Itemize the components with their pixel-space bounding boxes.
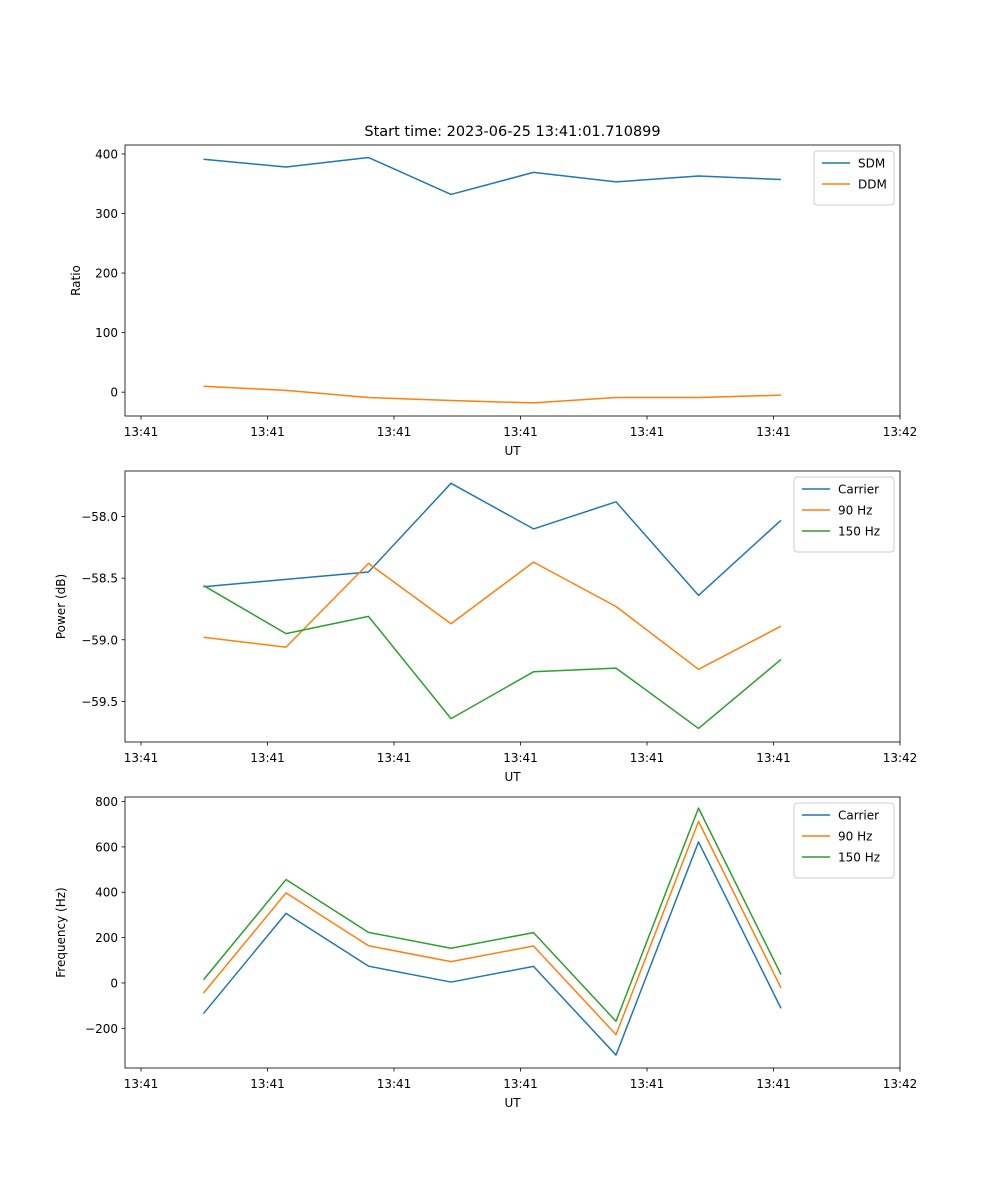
series-line-carrier [202,841,782,1056]
y-tick-label: 400 [95,886,118,900]
chart-panel-1: 0 100 200 300 400 13:41 13:41 13:41 13:41 13:41 13… [69,144,918,458]
y-tick-label: 800 [95,795,118,809]
series-line-90-hz [202,820,782,1036]
legend-box [793,802,895,879]
legend-label: 150 Hz [838,525,880,539]
chart-title: Start time: 2023-06-25 13:41:01.710899 [364,124,660,140]
x-tick-label: 13:41 [503,425,538,439]
x-tick-label: 13:42 [883,751,918,765]
x-axis-label: UT [504,444,521,458]
y-tick-label: −200 [85,1022,118,1036]
x-tick-label: 13:41 [630,1077,665,1091]
legend-label: Carrier [838,809,879,823]
x-tick-label: 13:42 [883,425,918,439]
y-tick-label: 300 [95,207,118,221]
chart-panel-2: −59.5 −59.0 −58.5 −58.0 13:41 13:41 13:41 13:41… [54,470,918,784]
y-tick-label: 0 [110,386,118,400]
y-tick-label: −59.0 [81,633,118,647]
legend-label: 90 Hz [838,504,872,518]
x-tick-label: 13:41 [756,425,791,439]
legend-box [813,150,895,206]
chart-panel-3: −200 0 200 400 600 800 13:41 13:41 13:41 13:41 13:… [54,795,917,1110]
plot-frame [124,470,901,743]
legend-label: 90 Hz [838,830,872,844]
legend-label: SDM [858,157,885,171]
x-axis-label: UT [504,770,521,784]
series-line-ddm [203,385,782,404]
series-line-150-hz [202,807,782,1023]
y-tick-label: 200 [95,267,118,281]
legend-box [793,476,895,553]
x-tick-label: 13:41 [756,751,791,765]
series-line-150-hz [203,584,782,730]
plot-frame [124,796,901,1069]
y-tick-label: 100 [95,326,118,340]
x-tick-label: 13:42 [883,1077,918,1091]
y-tick-label: 200 [95,931,118,945]
plot-frame [124,144,901,417]
y-axis-label: Frequency (Hz) [54,887,68,978]
x-tick-label: 13:41 [630,425,665,439]
x-tick-label: 13:41 [250,425,285,439]
x-tick-label: 13:41 [503,1077,538,1091]
x-tick-label: 13:41 [503,751,538,765]
x-tick-label: 13:41 [124,751,159,765]
x-tick-label: 13:41 [250,751,285,765]
y-tick-label: 0 [110,976,118,990]
legend-label: 150 Hz [838,851,880,865]
y-axis-label: Power (dB) [54,574,68,639]
legend-label: Carrier [838,483,879,497]
x-tick-label: 13:41 [377,425,412,439]
x-tick-label: 13:41 [124,425,159,439]
x-tick-label: 13:41 [377,1077,412,1091]
x-axis-label: UT [504,1096,521,1110]
y-tick-label: −58.5 [81,572,118,586]
y-tick-label: 600 [95,840,118,854]
x-tick-label: 13:41 [250,1077,285,1091]
legend-label: DDM [858,178,887,192]
x-tick-label: 13:41 [124,1077,159,1091]
y-tick-label: 400 [95,147,118,161]
series-line-90-hz [203,561,782,671]
y-axis-label: Ratio [69,265,83,296]
x-tick-label: 13:41 [377,751,412,765]
y-tick-label: −59.5 [81,695,118,709]
y-tick-label: −58.0 [81,510,118,524]
x-tick-label: 13:41 [756,1077,791,1091]
x-tick-label: 13:41 [630,751,665,765]
series-line-carrier [203,482,782,597]
series-line-sdm [203,156,782,196]
